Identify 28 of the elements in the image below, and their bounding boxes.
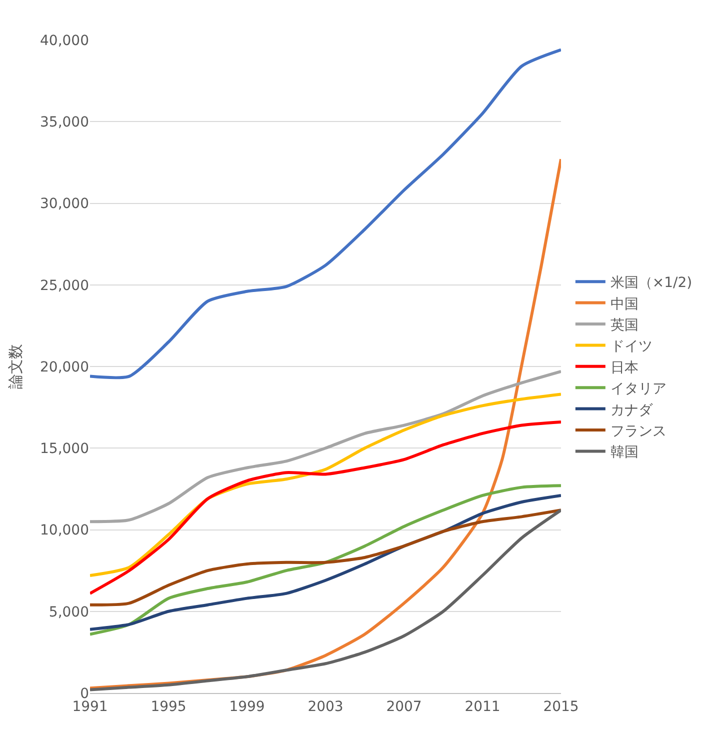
legend-label: 中国 — [610, 296, 638, 312]
x-tick-label: 2011 — [464, 698, 500, 715]
line-series — [90, 420, 561, 595]
line-series — [90, 508, 561, 606]
line-series — [90, 508, 561, 692]
y-tick-label: 40,000 — [40, 32, 89, 49]
y-tick-label: 5,000 — [48, 604, 89, 620]
legend-label: イタリア — [610, 381, 666, 398]
y-tick-label: 30,000 — [40, 196, 89, 212]
legend-label: 米国（×1/2) — [610, 275, 692, 292]
y-axis-title: 論文数 — [6, 344, 24, 389]
legend-label: 英国 — [610, 317, 638, 334]
legend-label: 日本 — [610, 360, 638, 376]
y-tick-label: 25,000 — [40, 278, 89, 294]
x-tick-label: 2015 — [543, 698, 579, 715]
x-tick-label: 2007 — [386, 698, 422, 715]
legend-label: ドイツ — [610, 338, 652, 355]
legend-label: 韓国 — [610, 444, 638, 461]
y-tick-label: 20,000 — [40, 359, 89, 376]
x-tick-label: 1995 — [150, 698, 186, 715]
line-series — [90, 370, 561, 524]
legend-label: フランス — [610, 423, 666, 440]
y-tick-label: 10,000 — [40, 522, 89, 539]
y-tick-label: 15,000 — [40, 441, 89, 458]
x-tick-label: 2003 — [308, 698, 344, 715]
y-tick-label: 35,000 — [40, 114, 89, 131]
x-tick-label: 1999 — [229, 698, 265, 715]
legend-label: カナダ — [610, 402, 654, 418]
